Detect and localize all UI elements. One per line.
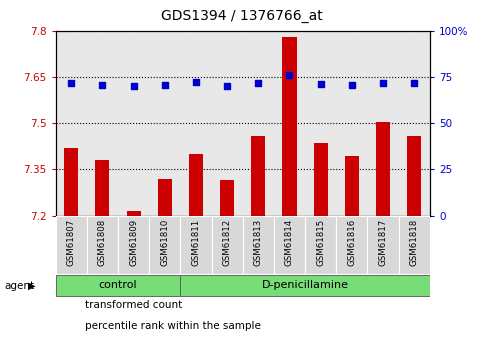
Bar <box>251 136 265 216</box>
Point <box>223 84 231 89</box>
Text: GSM61814: GSM61814 <box>285 219 294 266</box>
Text: control: control <box>99 280 137 290</box>
Point <box>129 84 137 89</box>
Bar <box>398 216 430 274</box>
Text: agent: agent <box>5 281 35 290</box>
Point <box>255 80 262 86</box>
Text: GSM61818: GSM61818 <box>410 219 419 266</box>
Text: GDS1394 / 1376766_at: GDS1394 / 1376766_at <box>161 9 322 23</box>
Bar <box>87 216 118 274</box>
Text: GSM61811: GSM61811 <box>191 219 200 266</box>
Bar <box>407 136 421 216</box>
Bar <box>305 216 336 274</box>
Bar <box>127 211 141 216</box>
Text: GSM61807: GSM61807 <box>67 219 76 266</box>
Bar <box>56 275 180 296</box>
Point <box>285 72 293 78</box>
Point <box>411 80 418 86</box>
Bar <box>180 216 212 274</box>
Point <box>161 82 169 87</box>
Bar <box>336 216 368 274</box>
Bar <box>95 160 109 216</box>
Text: GSM61809: GSM61809 <box>129 219 138 266</box>
Bar <box>242 216 274 274</box>
Point <box>348 82 356 87</box>
Point <box>67 80 75 86</box>
Point <box>379 80 387 86</box>
Bar <box>283 37 297 216</box>
Bar <box>180 275 430 296</box>
Bar <box>158 179 172 216</box>
Bar <box>313 143 327 216</box>
Bar <box>220 180 234 216</box>
Bar <box>212 216 242 274</box>
Text: GSM61808: GSM61808 <box>98 219 107 266</box>
Text: GSM61816: GSM61816 <box>347 219 356 266</box>
Bar <box>274 216 305 274</box>
Text: GSM61812: GSM61812 <box>223 219 232 266</box>
Point <box>192 79 200 85</box>
Bar <box>345 156 359 216</box>
Bar <box>118 216 149 274</box>
Text: transformed count: transformed count <box>85 300 182 310</box>
Bar <box>376 122 390 216</box>
Bar <box>189 154 203 216</box>
Point <box>317 81 325 86</box>
Text: GSM61817: GSM61817 <box>379 219 387 266</box>
Bar <box>368 216 398 274</box>
Bar <box>56 216 87 274</box>
Text: GSM61810: GSM61810 <box>160 219 169 266</box>
Text: ▶: ▶ <box>28 281 35 290</box>
Point <box>99 82 106 87</box>
Text: GSM61815: GSM61815 <box>316 219 325 266</box>
Text: percentile rank within the sample: percentile rank within the sample <box>85 321 260 331</box>
Text: GSM61813: GSM61813 <box>254 219 263 266</box>
Bar <box>64 148 78 216</box>
Text: D-penicillamine: D-penicillamine <box>262 280 349 290</box>
Bar <box>149 216 180 274</box>
